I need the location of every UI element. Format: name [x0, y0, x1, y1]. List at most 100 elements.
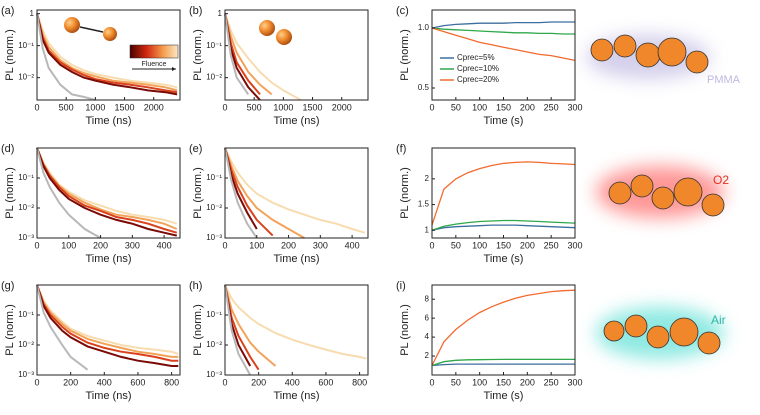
data-line	[431, 21, 575, 29]
data-line	[224, 13, 302, 101]
y-tick-label: 10⁻¹	[206, 41, 222, 50]
schematic-pmma	[586, 34, 710, 79]
panel-label: (a)	[1, 5, 14, 17]
x-tick-label: 2000	[144, 102, 164, 112]
x-tick-label: 600	[130, 377, 145, 387]
panel-label: (e)	[189, 143, 202, 155]
data-line	[431, 363, 575, 367]
y-axis-label: PL (norm.)	[399, 29, 411, 81]
data-line	[431, 219, 576, 231]
y-axis-label: PL (norm.)	[192, 29, 204, 81]
x-tick-label: 1000	[85, 102, 105, 112]
data-line	[36, 147, 178, 237]
x-axis-label: Time (s)	[484, 390, 524, 402]
y-tick-label: 10⁻¹	[206, 173, 222, 182]
data-line	[224, 284, 277, 367]
x-axis-label: Time (ns)	[273, 390, 319, 402]
x-tick-label: 300	[567, 240, 582, 250]
y-tick-label: 10⁻³	[18, 370, 34, 379]
x-tick-label: 200	[63, 377, 78, 387]
data-line	[36, 13, 178, 89]
y-tick-label: 2	[425, 351, 430, 360]
y-tick-label: 10⁻²	[18, 340, 34, 349]
x-tick-label: 250	[544, 102, 559, 112]
x-tick-label: 300	[125, 240, 140, 250]
x-tick-label: 250	[544, 377, 559, 387]
y-axis-label: PL (norm.)	[399, 167, 411, 219]
x-tick-label: 100	[472, 377, 487, 387]
y-tick-label: 10⁻¹	[18, 41, 34, 50]
axes-frame	[224, 147, 369, 239]
y-tick-label: 10⁻³	[18, 233, 34, 242]
y-tick-label: 10⁻²	[18, 73, 34, 82]
x-axis-label: Time (s)	[484, 253, 524, 265]
data-line	[36, 284, 89, 371]
x-tick-label: 250	[544, 240, 559, 250]
x-tick-label: 200	[520, 377, 535, 387]
axes-frame	[36, 284, 181, 376]
data-line	[431, 27, 575, 35]
panel-label: (h)	[189, 280, 202, 292]
x-tick-label: 800	[352, 377, 367, 387]
x-tick-label: 500	[247, 102, 262, 112]
x-tick-label: 200	[281, 240, 296, 250]
data-line	[431, 161, 576, 226]
data-line	[36, 13, 178, 96]
y-tick-label: 2	[425, 174, 430, 183]
data-line	[36, 284, 179, 362]
x-axis-label: Time (s)	[484, 115, 524, 127]
schematic-label: O2	[713, 173, 729, 187]
y-tick-label: 10⁻¹	[18, 310, 34, 319]
x-tick-label: 0	[222, 377, 227, 387]
x-tick-label: 100	[472, 102, 487, 112]
y-tick-label: 1	[30, 9, 35, 18]
x-tick-label: 0	[222, 240, 227, 250]
data-line	[224, 13, 273, 96]
x-axis-label: Time (ns)	[273, 115, 319, 127]
x-tick-label: 150	[496, 377, 511, 387]
y-tick-label: 1.5	[418, 200, 430, 209]
x-tick-label: 100	[249, 240, 264, 250]
x-tick-label: 1500	[303, 102, 323, 112]
y-tick-label: 1	[425, 225, 430, 234]
y-tick-label: 10⁻¹	[206, 310, 222, 319]
x-tick-label: 1500	[115, 102, 135, 112]
schematic-o2	[596, 166, 725, 218]
y-axis-label: PL (norm.)	[399, 304, 411, 356]
axes-frame	[36, 147, 181, 239]
x-tick-label: 50	[451, 240, 461, 250]
x-axis-label: Time (ns)	[85, 115, 131, 127]
data-line	[36, 284, 179, 355]
y-tick-label: 8	[425, 294, 430, 303]
panel-label: (i)	[396, 280, 406, 292]
panel-label: (f)	[396, 143, 406, 155]
y-tick-label: 10⁻¹	[18, 173, 34, 182]
x-tick-label: 0	[34, 377, 39, 387]
x-tick-label: 100	[472, 240, 487, 250]
y-tick-label: 4	[425, 332, 430, 341]
data-line	[224, 147, 305, 239]
x-tick-label: 600	[318, 377, 333, 387]
legend-label: Cprec=5%	[457, 53, 495, 62]
x-tick-label: 50	[451, 377, 461, 387]
axes-frame	[224, 284, 369, 376]
y-tick-label: 1.0	[418, 23, 430, 32]
x-tick-label: 150	[496, 240, 511, 250]
y-tick-label: 0.5	[418, 83, 430, 92]
y-axis-label: PL (norm.)	[4, 29, 16, 81]
x-tick-label: 200	[520, 102, 535, 112]
x-tick-label: 300	[567, 102, 582, 112]
x-tick-label: 500	[59, 102, 74, 112]
x-tick-label: 800	[164, 377, 179, 387]
data-line	[36, 147, 178, 234]
x-tick-label: 300	[313, 240, 328, 250]
data-line	[431, 27, 576, 62]
panel-label: (c)	[396, 5, 409, 17]
x-tick-label: 400	[157, 240, 172, 250]
x-tick-label: 200	[520, 240, 535, 250]
axes-frame	[431, 284, 576, 376]
x-axis-label: Time (ns)	[85, 390, 131, 402]
inset-a	[64, 17, 179, 71]
x-tick-label: 2000	[332, 102, 352, 112]
